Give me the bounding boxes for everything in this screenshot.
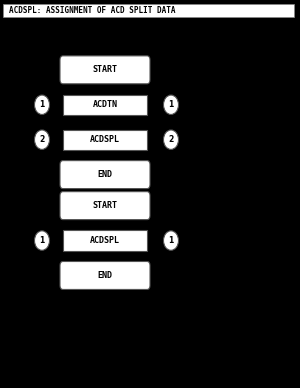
Text: ACDSPL: ACDSPL <box>90 236 120 245</box>
Text: 2: 2 <box>168 135 174 144</box>
Text: ACDTN: ACDTN <box>92 100 118 109</box>
Text: 1: 1 <box>168 100 174 109</box>
Text: 1: 1 <box>168 236 174 245</box>
Text: START: START <box>92 65 118 74</box>
Circle shape <box>34 130 50 149</box>
FancyBboxPatch shape <box>63 130 147 150</box>
Text: START: START <box>92 201 118 210</box>
Text: 1: 1 <box>39 236 45 245</box>
FancyBboxPatch shape <box>60 161 150 189</box>
Text: END: END <box>98 170 112 179</box>
Text: ACDSPL: ASSIGNMENT OF ACD SPLIT DATA: ACDSPL: ASSIGNMENT OF ACD SPLIT DATA <box>9 6 175 16</box>
Circle shape <box>164 95 178 114</box>
Text: 2: 2 <box>39 135 45 144</box>
FancyBboxPatch shape <box>63 230 147 251</box>
FancyBboxPatch shape <box>60 56 150 84</box>
FancyBboxPatch shape <box>60 262 150 289</box>
Circle shape <box>164 130 178 149</box>
Circle shape <box>34 231 50 250</box>
Text: ACDSPL: ACDSPL <box>90 135 120 144</box>
Circle shape <box>164 231 178 250</box>
FancyBboxPatch shape <box>3 4 294 17</box>
Text: 1: 1 <box>39 100 45 109</box>
FancyBboxPatch shape <box>63 95 147 115</box>
Text: END: END <box>98 271 112 280</box>
Circle shape <box>34 95 50 114</box>
FancyBboxPatch shape <box>60 192 150 220</box>
